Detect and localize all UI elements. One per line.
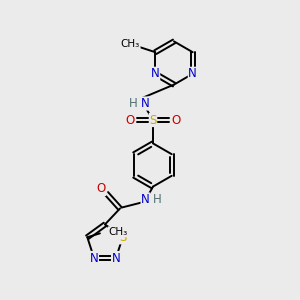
Text: O: O bbox=[97, 182, 106, 196]
Text: N: N bbox=[112, 251, 120, 265]
Text: N: N bbox=[188, 67, 197, 80]
Text: H: H bbox=[153, 193, 162, 206]
Text: N: N bbox=[141, 97, 150, 110]
Text: H: H bbox=[128, 97, 137, 110]
Text: S: S bbox=[119, 231, 126, 244]
Text: CH₃: CH₃ bbox=[108, 227, 128, 237]
Text: N: N bbox=[90, 251, 98, 265]
Text: S: S bbox=[149, 113, 157, 127]
Text: CH₃: CH₃ bbox=[121, 39, 140, 49]
Text: N: N bbox=[141, 193, 150, 206]
Text: O: O bbox=[171, 113, 180, 127]
Text: N: N bbox=[151, 67, 160, 80]
Text: O: O bbox=[126, 113, 135, 127]
